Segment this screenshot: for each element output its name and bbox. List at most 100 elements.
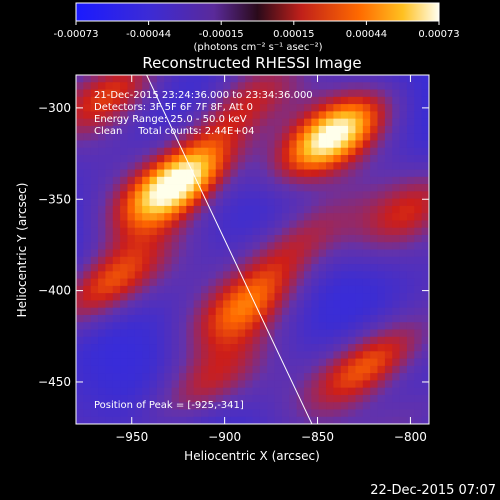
heatmap-cell: [252, 154, 261, 163]
heatmap-cell: [421, 358, 429, 367]
heatmap-cell: [377, 140, 386, 149]
heatmap-cell: [267, 82, 275, 90]
heatmap-cell: [149, 249, 158, 258]
heatmap-cell: [112, 184, 121, 192]
heatmap-cell: [362, 75, 371, 83]
heatmap-cell: [406, 220, 415, 229]
heatmap-cell: [311, 249, 320, 258]
heatmap-cell: [399, 358, 408, 367]
heatmap-cell: [245, 89, 253, 98]
heatmap-cell: [318, 394, 327, 403]
heatmap-cell: [142, 162, 150, 170]
heatmap-cell: [399, 205, 408, 214]
heatmap-cell: [245, 307, 253, 316]
heatmap-cell: [311, 365, 320, 374]
x-tick-label: −950: [115, 430, 148, 444]
heatmap-cell: [377, 118, 386, 127]
heatmap-cell: [340, 322, 349, 330]
heatmap-cell: [208, 394, 217, 403]
heatmap-cell: [377, 409, 386, 418]
heatmap-cell: [355, 329, 364, 338]
heatmap-cell: [230, 191, 239, 199]
heatmap-cell: [384, 409, 393, 418]
heatmap-cell: [362, 147, 371, 156]
heatmap-cell: [76, 205, 84, 214]
heatmap-cell: [193, 329, 202, 338]
heatmap-cell: [90, 154, 99, 163]
heatmap-cell: [399, 402, 408, 410]
heatmap-cell: [215, 249, 224, 258]
heatmap-cell: [178, 169, 187, 178]
heatmap-cell: [377, 271, 386, 279]
heatmap-cell: [201, 75, 209, 83]
heatmap-cell: [178, 75, 187, 83]
heatmap-cell: [267, 344, 275, 352]
heatmap-cell: [112, 256, 121, 265]
heatmap-cell: [370, 271, 378, 279]
heatmap-cell: [171, 242, 180, 250]
heatmap-cell: [245, 300, 253, 309]
heatmap-cell: [289, 278, 298, 287]
heatmap-cell: [296, 249, 305, 258]
heatmap-cell: [90, 394, 99, 403]
heatmap-cell: [156, 191, 165, 199]
heatmap-cell: [193, 416, 202, 424]
heatmap-cell: [399, 140, 408, 149]
heatmap-cell: [134, 293, 143, 301]
heatmap-cell: [311, 140, 320, 149]
heatmap-cell: [156, 213, 165, 221]
heatmap-cell: [215, 416, 224, 424]
heatmap-cell: [98, 147, 106, 156]
heatmap-cell: [303, 89, 312, 98]
heatmap-cell: [326, 234, 334, 243]
heatmap-cell: [76, 169, 84, 178]
heatmap-cell: [230, 416, 239, 424]
heatmap-cell: [362, 380, 371, 389]
heatmap-cell: [76, 96, 84, 105]
heatmap-cell: [355, 213, 364, 221]
heatmap-cell: [171, 184, 180, 192]
heatmap-cell: [267, 147, 275, 156]
heatmap-cell: [164, 249, 172, 258]
heatmap-cell: [399, 387, 408, 396]
heatmap-cell: [90, 351, 99, 359]
heatmap-cell: [384, 184, 393, 192]
heatmap-cell: [414, 191, 423, 199]
heatmap-cell: [76, 329, 84, 338]
heatmap-cell: [186, 75, 195, 83]
heatmap-cell: [178, 314, 187, 323]
heatmap-cell: [348, 256, 356, 265]
heatmap-cell: [340, 409, 349, 418]
heatmap-cell: [296, 264, 305, 272]
heatmap-cell: [142, 227, 150, 236]
heatmap-cell: [127, 300, 136, 309]
heatmap-cell: [406, 293, 415, 301]
heatmap-cell: [223, 387, 231, 396]
heatmap-cell: [156, 96, 165, 105]
heatmap-cell: [333, 169, 342, 178]
heatmap-cell: [303, 285, 312, 294]
heatmap-cell: [193, 322, 202, 330]
heatmap-cell: [76, 380, 84, 389]
heatmap-cell: [230, 205, 239, 214]
heatmap-cell: [252, 409, 261, 418]
heatmap-cell: [414, 387, 423, 396]
heatmap-cell: [149, 416, 158, 424]
heatmap-cell: [127, 307, 136, 316]
heatmap-cell: [98, 82, 106, 90]
x-axis-ticks: −950 −900 −850 −800: [115, 75, 427, 444]
heatmap-cell: [90, 198, 99, 207]
heatmap-cell: [230, 125, 239, 134]
heatmap-cell: [237, 234, 246, 243]
heatmap-cell: [421, 147, 429, 156]
heatmap-cell: [230, 322, 239, 330]
heatmap-cell: [245, 176, 253, 185]
heatmap-cell: [267, 271, 275, 279]
heatmap-cell: [186, 111, 195, 120]
peak-position-label: Position of Peak = [-925,-341]: [94, 400, 244, 411]
heatmap-cell: [134, 380, 143, 389]
heatmap-cell: [399, 329, 408, 338]
heatmap-cell: [348, 264, 356, 272]
heatmap-cell: [193, 104, 202, 112]
heatmap-cell: [201, 147, 209, 156]
